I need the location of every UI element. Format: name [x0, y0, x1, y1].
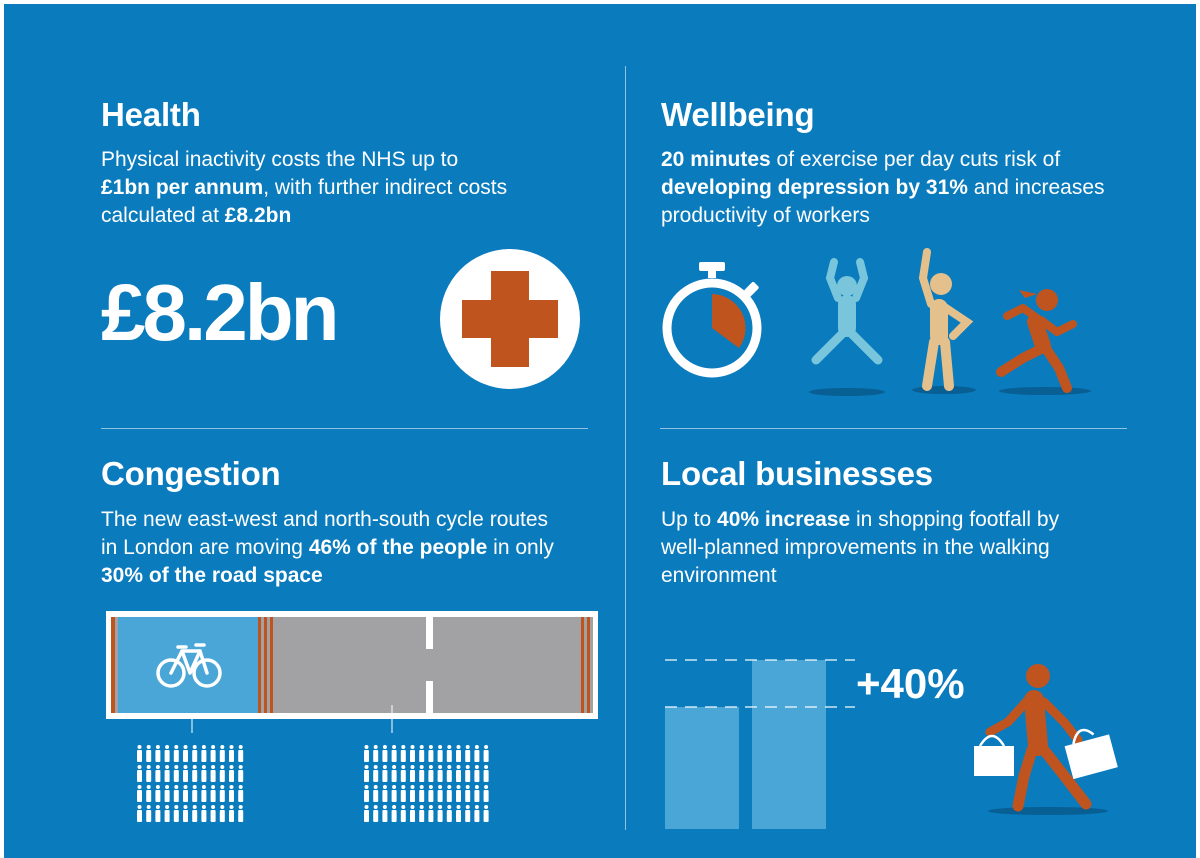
congestion-text: The new east-west and north-south cycle …	[101, 508, 554, 587]
horizontal-divider-right	[660, 428, 1127, 429]
wellbeing-text: 20 minutes of exercise per day cuts risk…	[661, 148, 1105, 227]
health-text: Physical inactivity costs the NHS up to £…	[101, 148, 508, 227]
stretching-person-icon	[912, 248, 976, 394]
footfall-bar-after	[752, 660, 826, 829]
red-cross-icon	[440, 249, 580, 389]
infographic-panel: Health Physical inactivity costs the NHS…	[4, 4, 1196, 858]
health-big-value: £8.2bn	[101, 268, 339, 357]
shopper-icon	[974, 664, 1118, 815]
footfall-bar-chart	[665, 659, 855, 829]
people-group-icon	[137, 745, 244, 822]
footfall-increase-label: +40%	[856, 660, 965, 707]
health-title: Health	[101, 96, 201, 133]
jumping-person-icon	[809, 258, 885, 396]
congestion-title: Congestion	[101, 455, 281, 492]
local-businesses-text: Up to 40% increase in shopping footfall …	[661, 508, 1060, 587]
horizontal-divider-left	[101, 428, 588, 429]
wellbeing-title: Wellbeing	[661, 96, 815, 133]
running-person-icon	[996, 289, 1091, 395]
footfall-bar-before	[665, 707, 739, 829]
road-diagram	[106, 611, 598, 822]
people-group-icon	[364, 745, 489, 822]
local-businesses-title: Local businesses	[661, 455, 933, 492]
stopwatch-icon	[662, 262, 762, 378]
bicycle-icon	[156, 643, 222, 688]
vertical-divider	[625, 66, 626, 830]
